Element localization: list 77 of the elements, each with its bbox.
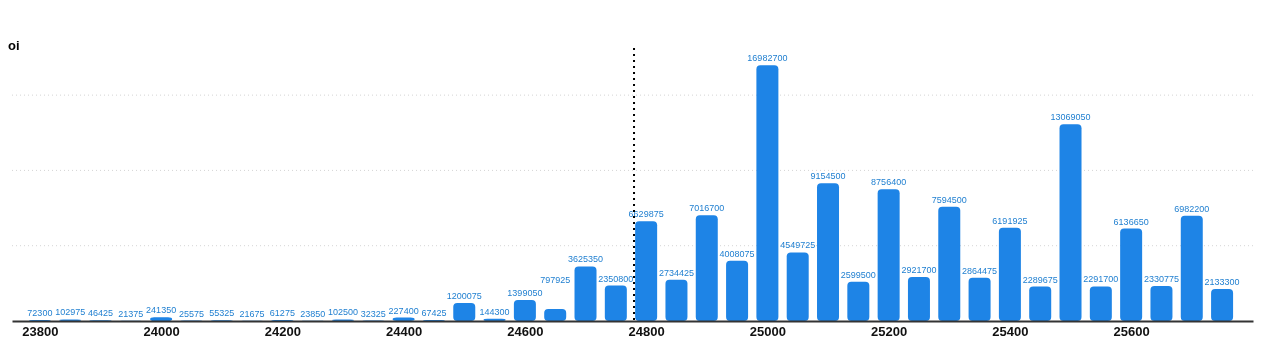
bar xyxy=(574,266,597,321)
data-label: 102500 xyxy=(327,307,359,318)
data-label: 102975 xyxy=(55,307,86,318)
bar xyxy=(635,221,658,321)
bar xyxy=(695,215,718,321)
data-label: 25575 xyxy=(178,308,204,319)
bar xyxy=(1180,215,1203,321)
bar xyxy=(453,302,476,321)
x-tick-label: 24000 xyxy=(143,324,180,340)
bar xyxy=(604,285,627,321)
data-label: 241350 xyxy=(146,305,177,316)
data-label: 7016700 xyxy=(689,203,725,214)
data-label: 1399050 xyxy=(507,287,543,298)
data-label: 23850 xyxy=(300,308,326,319)
bar xyxy=(907,277,930,321)
bar xyxy=(544,308,567,321)
data-label: 2734425 xyxy=(658,267,694,278)
y-axis-title: oi xyxy=(8,38,20,53)
data-label: 46425 xyxy=(88,308,114,319)
x-tick-label: 25200 xyxy=(871,324,908,340)
data-label: 6982200 xyxy=(1174,203,1210,214)
x-tick-label: 23800 xyxy=(22,324,59,340)
data-label: 6136650 xyxy=(1113,216,1149,227)
x-tick-label: 24200 xyxy=(264,324,301,340)
data-label: 2864475 xyxy=(962,265,998,276)
bar xyxy=(877,189,900,321)
data-label: 72300 xyxy=(27,307,53,318)
x-tick-label: 24800 xyxy=(628,324,665,340)
bar xyxy=(1150,285,1173,321)
bar xyxy=(817,183,840,321)
data-label: 16982700 xyxy=(747,53,788,64)
bar xyxy=(786,252,809,321)
x-tick-label: 25400 xyxy=(992,324,1029,340)
data-label: 67425 xyxy=(421,307,447,318)
data-label: 21675 xyxy=(239,308,265,319)
data-label: 797925 xyxy=(540,274,571,285)
data-label: 2921700 xyxy=(901,265,937,275)
bar xyxy=(1059,124,1082,321)
x-tick-label: 24600 xyxy=(507,324,544,340)
bar xyxy=(726,260,749,321)
bar xyxy=(665,279,688,321)
bar xyxy=(998,227,1021,321)
data-label: 2599500 xyxy=(840,269,876,280)
data-label: 144300 xyxy=(479,306,510,317)
data-label: 61275 xyxy=(269,308,295,319)
data-label: 7594500 xyxy=(931,194,967,205)
bar xyxy=(1089,286,1112,321)
bar xyxy=(513,299,536,321)
bar xyxy=(938,206,961,321)
data-label: 227400 xyxy=(388,305,419,316)
x-tick-label: 25000 xyxy=(749,324,786,340)
x-tick-label: 25600 xyxy=(1113,324,1150,340)
data-label: 32325 xyxy=(360,308,386,319)
data-label: 2133300 xyxy=(1204,276,1240,287)
data-label: 6629875 xyxy=(628,209,664,220)
data-label: 3625350 xyxy=(567,254,604,265)
data-label: 2350800 xyxy=(598,273,634,284)
bar xyxy=(1211,288,1234,321)
bar xyxy=(847,281,870,321)
data-label: 2291700 xyxy=(1083,274,1119,285)
data-label: 4549725 xyxy=(780,240,816,251)
data-label: 55325 xyxy=(209,308,235,319)
data-label: 8756400 xyxy=(871,177,907,188)
data-label: 2289675 xyxy=(1022,274,1058,285)
data-label: 2330775 xyxy=(1143,273,1179,284)
bar xyxy=(1120,228,1143,321)
data-label: 9154500 xyxy=(810,171,846,182)
x-tick-label: 24400 xyxy=(386,324,423,340)
bar xyxy=(968,277,991,321)
bar xyxy=(1029,286,1052,321)
data-label: 1200075 xyxy=(446,290,482,301)
data-label: 21375 xyxy=(118,308,144,319)
data-label: 13069050 xyxy=(1050,112,1091,123)
data-label: 6191925 xyxy=(992,215,1028,226)
bar xyxy=(150,317,173,321)
bar xyxy=(756,65,779,321)
data-label: 4008075 xyxy=(719,248,755,259)
